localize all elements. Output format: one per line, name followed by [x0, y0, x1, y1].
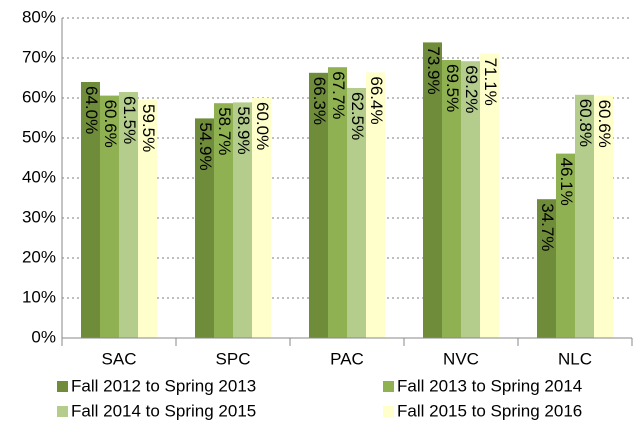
- bar: [119, 92, 138, 338]
- bar: [214, 103, 233, 338]
- legend-label: Fall 2014 to Spring 2015: [71, 401, 256, 420]
- legend-swatch: [57, 381, 68, 392]
- value-label: 58.9%: [234, 106, 253, 154]
- legend-label: Fall 2015 to Spring 2016: [397, 401, 582, 420]
- y-tick-label: 50%: [22, 127, 56, 146]
- legend-swatch: [57, 406, 68, 417]
- value-label: 69.2%: [462, 65, 481, 113]
- value-label: 64.0%: [82, 86, 101, 134]
- value-label: 60.0%: [253, 102, 272, 150]
- bar: [423, 42, 442, 339]
- bar: [442, 60, 461, 338]
- bar: [480, 53, 499, 338]
- bar: [328, 67, 347, 338]
- y-tick-label: 40%: [22, 167, 56, 186]
- value-label: 61.5%: [120, 96, 139, 144]
- bar: [81, 82, 100, 338]
- legend-swatch: [383, 381, 394, 392]
- bar: [100, 95, 119, 338]
- bar: [138, 100, 157, 338]
- bar: [556, 153, 575, 338]
- y-tick-label: 10%: [22, 287, 56, 306]
- value-label: 66.4%: [367, 76, 386, 124]
- y-tick-label: 0%: [31, 327, 56, 346]
- x-tick-label: NVC: [443, 349, 479, 368]
- value-label: 66.3%: [310, 77, 329, 125]
- value-label: 73.9%: [424, 46, 443, 94]
- bar: [347, 88, 366, 338]
- bar: [575, 94, 594, 338]
- value-label: 60.6%: [595, 100, 614, 148]
- y-tick-label: 30%: [22, 207, 56, 226]
- bar: [366, 72, 385, 339]
- x-tick-label: SAC: [102, 349, 137, 368]
- bar: [461, 61, 480, 338]
- value-label: 71.1%: [481, 58, 500, 106]
- value-label: 69.5%: [443, 64, 462, 112]
- x-tick-label: SPC: [216, 349, 251, 368]
- value-label: 59.5%: [139, 104, 158, 152]
- value-label: 34.7%: [538, 203, 557, 251]
- value-label: 58.7%: [215, 107, 234, 155]
- value-label: 62.5%: [348, 92, 367, 140]
- x-tick-label: PAC: [330, 349, 364, 368]
- bar: [233, 102, 252, 339]
- value-label: 67.7%: [329, 71, 348, 119]
- y-tick-label: 20%: [22, 247, 56, 266]
- legend-label: Fall 2012 to Spring 2013: [71, 376, 256, 395]
- y-tick-label: 70%: [22, 47, 56, 66]
- value-label: 60.6%: [101, 100, 120, 148]
- y-tick-label: 60%: [22, 87, 56, 106]
- legend-label: Fall 2013 to Spring 2014: [397, 376, 582, 395]
- value-label: 54.9%: [196, 122, 215, 170]
- bar: [252, 98, 271, 338]
- bar: [594, 95, 613, 338]
- value-label: 60.8%: [576, 99, 595, 147]
- bar: [537, 199, 556, 338]
- value-label: 46.1%: [557, 158, 576, 206]
- bar: [195, 118, 214, 339]
- legend-swatch: [383, 406, 394, 417]
- y-tick-label: 80%: [22, 7, 56, 26]
- bar: [309, 72, 328, 339]
- x-tick-label: NLC: [558, 349, 592, 368]
